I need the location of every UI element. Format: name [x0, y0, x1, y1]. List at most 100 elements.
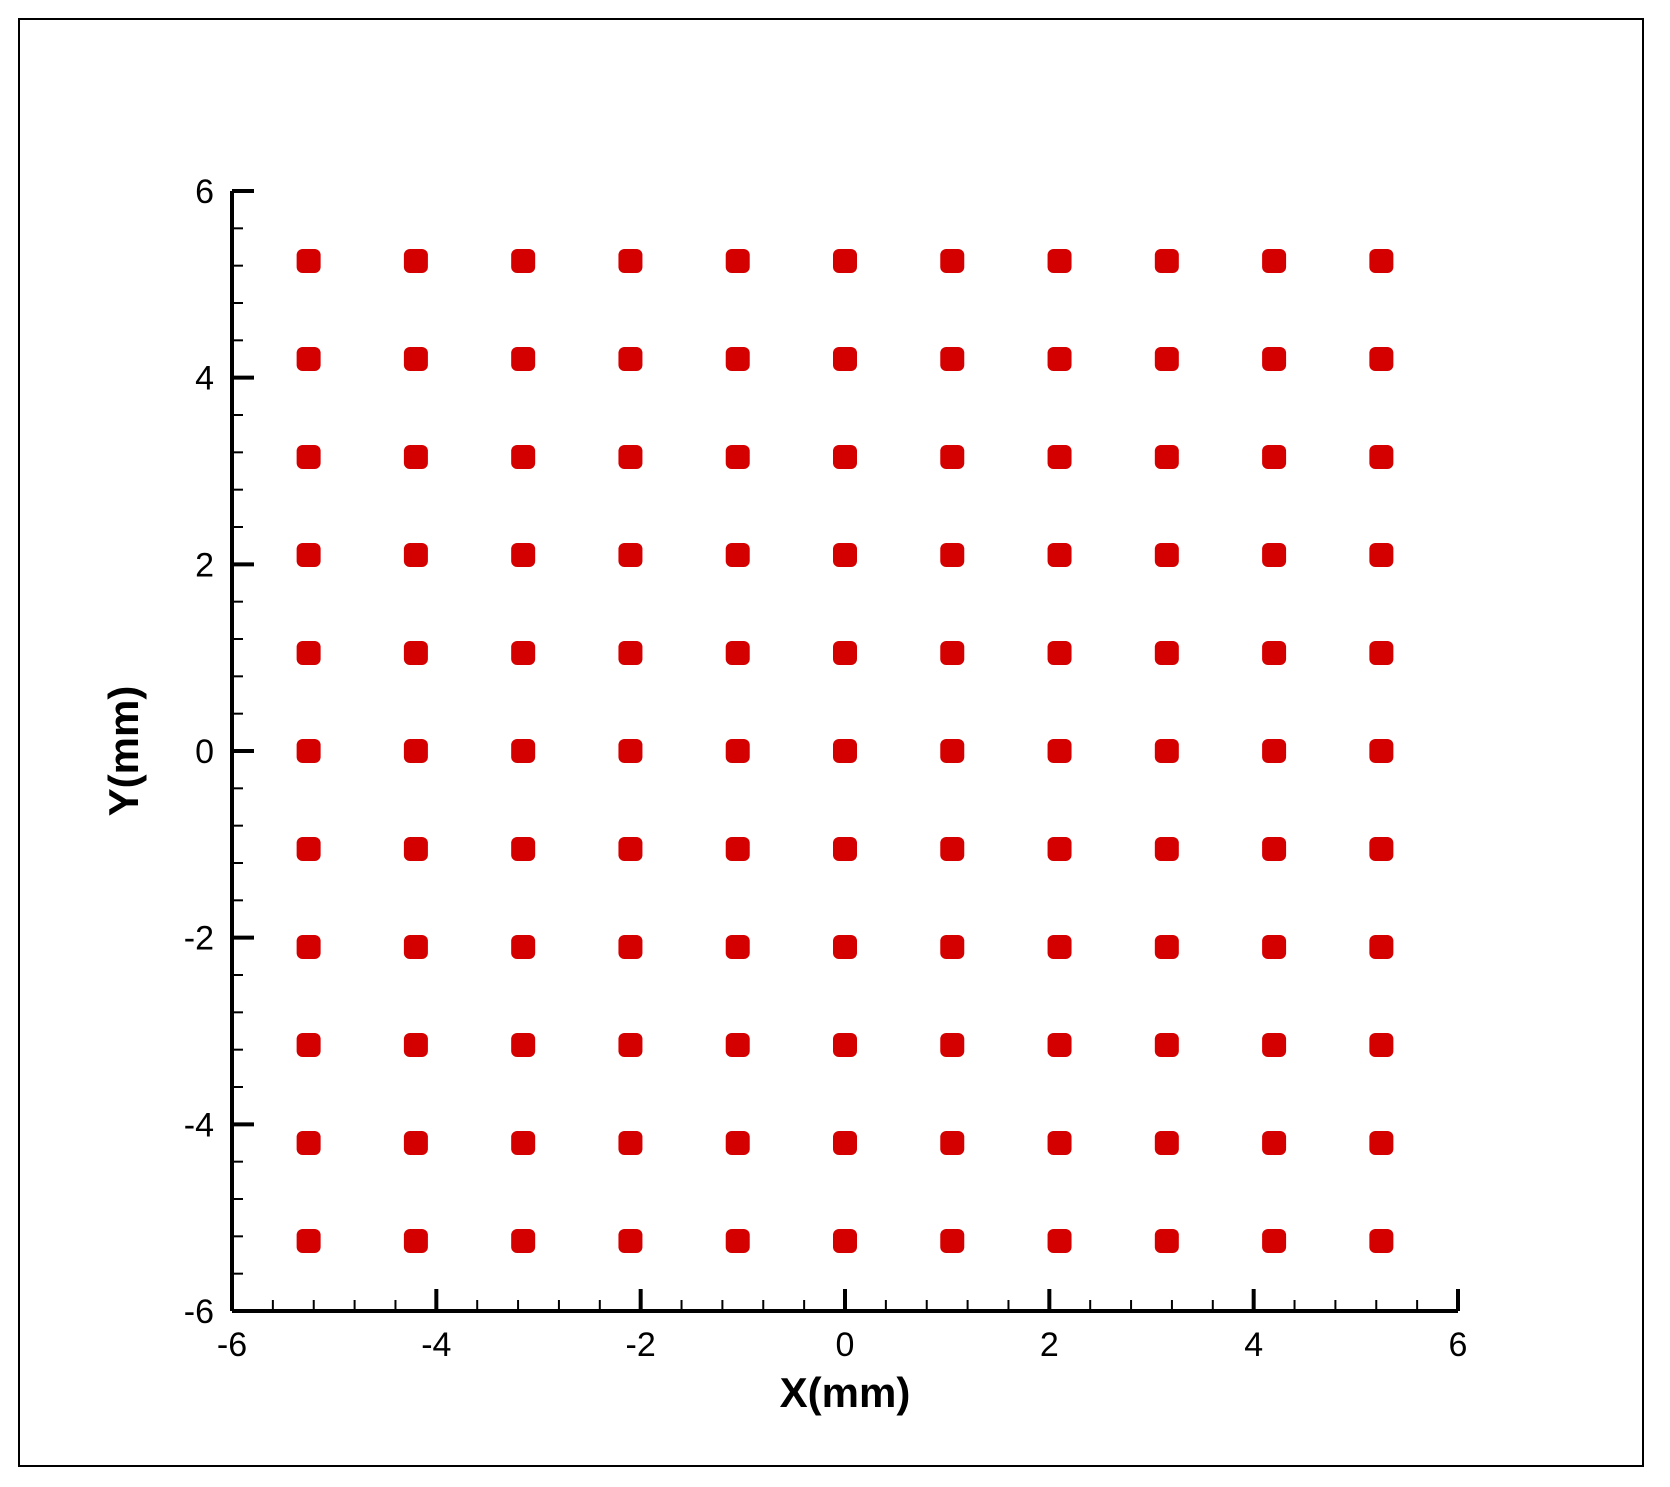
data-point: [296, 347, 321, 371]
data-point: [511, 445, 536, 469]
data-point: [1047, 739, 1072, 763]
data-points: [296, 249, 1394, 1253]
x-tick-label: 2: [1040, 1326, 1059, 1364]
x-tick-label: -4: [421, 1326, 451, 1364]
y-tick-label: 4: [195, 360, 214, 398]
data-point: [725, 249, 750, 273]
data-point: [1154, 739, 1179, 763]
data-point: [1369, 347, 1394, 371]
y-tick-labels: -6 -4 -2 0 2 4 6: [184, 173, 214, 1331]
data-point: [511, 543, 536, 567]
data-point: [403, 1033, 428, 1057]
data-point: [618, 739, 643, 763]
data-point: [403, 445, 428, 469]
data-point: [1369, 641, 1394, 665]
data-point: [1154, 837, 1179, 861]
data-point: [296, 1033, 321, 1057]
data-point: [1262, 837, 1287, 861]
data-point: [1047, 543, 1072, 567]
data-point: [725, 347, 750, 371]
data-point: [403, 641, 428, 665]
data-point: [833, 1033, 857, 1057]
data-point: [1369, 1131, 1394, 1155]
data-point: [1047, 347, 1072, 371]
data-point: [1369, 1033, 1394, 1057]
data-point: [1154, 641, 1179, 665]
data-point: [511, 641, 536, 665]
data-point: [403, 837, 428, 861]
data-point: [1262, 1033, 1287, 1057]
data-point: [725, 641, 750, 665]
data-point: [618, 935, 643, 959]
data-point: [1369, 837, 1394, 861]
data-point: [725, 1131, 750, 1155]
y-tick-label: 2: [195, 546, 214, 584]
figure-frame: [18, 18, 1644, 1467]
y-tick-label: 6: [195, 173, 214, 211]
data-point: [1047, 249, 1072, 273]
data-point: [833, 837, 857, 861]
data-point: [725, 1033, 750, 1057]
data-point: [940, 1229, 965, 1253]
data-point: [1262, 445, 1287, 469]
data-point: [833, 543, 857, 567]
data-point: [833, 641, 857, 665]
data-point: [833, 1131, 857, 1155]
data-point: [296, 1229, 321, 1253]
data-point: [296, 543, 321, 567]
data-point: [403, 1229, 428, 1253]
data-point: [296, 1131, 321, 1155]
data-point: [1154, 935, 1179, 959]
x-tick-label: 6: [1449, 1326, 1468, 1364]
data-point: [833, 1229, 857, 1253]
data-point: [940, 739, 965, 763]
data-point: [940, 837, 965, 861]
data-point: [1047, 1033, 1072, 1057]
y-tick-label: -2: [184, 920, 214, 958]
data-point: [1154, 249, 1179, 273]
data-point: [296, 739, 321, 763]
data-point: [296, 935, 321, 959]
data-point: [1047, 1131, 1072, 1155]
data-point: [618, 1229, 643, 1253]
data-point: [1047, 641, 1072, 665]
data-point: [1369, 543, 1394, 567]
data-point: [940, 445, 965, 469]
data-point: [1262, 739, 1287, 763]
data-point: [1369, 935, 1394, 959]
data-point: [833, 445, 857, 469]
data-point: [1262, 935, 1287, 959]
data-point: [296, 837, 321, 861]
data-point: [403, 739, 428, 763]
y-tick-label: 0: [195, 733, 214, 771]
data-point: [1047, 1229, 1072, 1253]
x-tick-labels: -6 -4 -2 0 2 4 6: [217, 1326, 1468, 1364]
y-axis-label: Y(mm): [100, 686, 147, 817]
data-point: [1154, 1033, 1179, 1057]
data-point: [1369, 445, 1394, 469]
data-point: [940, 347, 965, 371]
data-point: [1154, 347, 1179, 371]
data-point: [511, 347, 536, 371]
data-point: [833, 249, 857, 273]
data-point: [833, 739, 857, 763]
data-point: [725, 445, 750, 469]
data-point: [1154, 1131, 1179, 1155]
data-point: [511, 935, 536, 959]
data-point: [511, 1131, 536, 1155]
data-point: [1262, 1131, 1287, 1155]
data-point: [403, 935, 428, 959]
data-point: [1369, 1229, 1394, 1253]
x-tick-label: -2: [626, 1326, 656, 1364]
data-point: [940, 1131, 965, 1155]
data-point: [833, 935, 857, 959]
data-point: [618, 1033, 643, 1057]
data-point: [1262, 249, 1287, 273]
data-point: [511, 1033, 536, 1057]
data-point: [1154, 445, 1179, 469]
data-point: [725, 1229, 750, 1253]
data-point: [940, 1033, 965, 1057]
data-point: [940, 249, 965, 273]
data-point: [618, 249, 643, 273]
